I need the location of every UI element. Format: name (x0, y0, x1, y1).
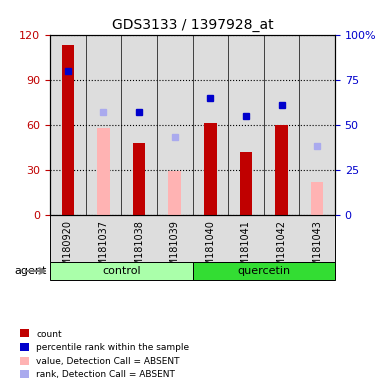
Bar (192, 35, 228, 215)
Bar (157, 35, 192, 215)
Text: agent: agent (15, 266, 47, 276)
Bar (311, 182, 323, 215)
Bar (264, 35, 300, 215)
Bar (50, 35, 85, 215)
Bar (97, 128, 110, 215)
Bar (50, 215, 335, 262)
Bar (62, 45, 74, 215)
Text: control: control (102, 266, 141, 276)
Bar (300, 35, 335, 215)
Text: quercetin: quercetin (237, 266, 290, 276)
Bar (121, 35, 157, 215)
Bar (169, 171, 181, 215)
Legend: count, percentile rank within the sample, value, Detection Call = ABSENT, rank, : count, percentile rank within the sample… (20, 329, 189, 379)
Bar (240, 152, 252, 215)
Bar (133, 143, 145, 215)
Bar (275, 125, 288, 215)
Bar (192, 262, 335, 280)
Bar (228, 35, 264, 215)
Bar (50, 262, 192, 280)
Title: GDS3133 / 1397928_at: GDS3133 / 1397928_at (112, 18, 273, 32)
Bar (85, 35, 121, 215)
Bar (204, 123, 216, 215)
